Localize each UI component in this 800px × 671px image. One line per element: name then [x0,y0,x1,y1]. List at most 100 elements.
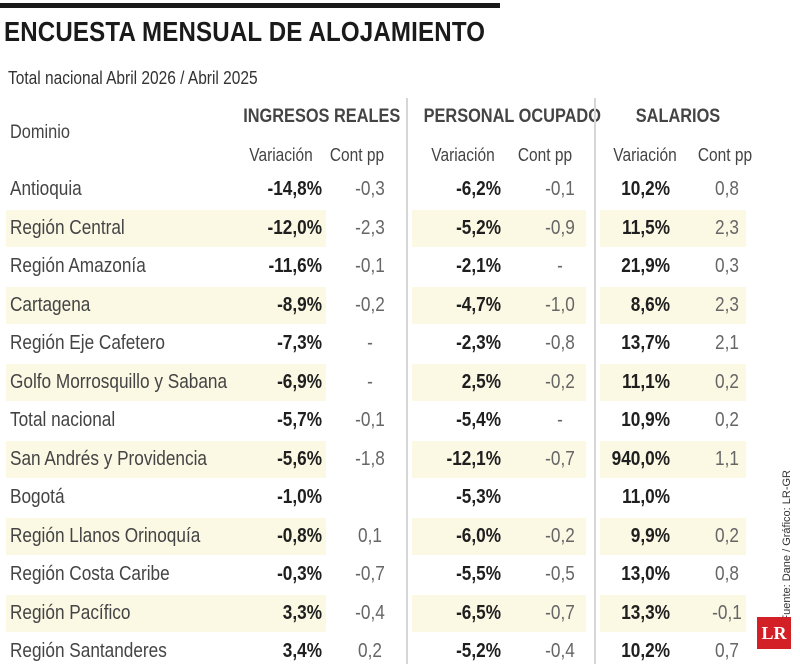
domain-cell: Región Pacífico [10,601,131,624]
salarios-variacion-cell: 13,0% [621,563,670,585]
row-shading [600,286,746,324]
salarios-cont-cell: 0,2 [715,370,739,393]
ingresos-variacion-cell: -11,6% [268,255,322,277]
salarios-cont-cell: -0,1 [712,601,742,624]
personal-variacion-cell: -5,2% [456,640,501,662]
personal-variacion-cell: -2,1% [456,255,501,277]
ingresos-cont-cell: -0,2 [355,293,385,316]
ingresos-cont-cell: - [367,370,373,393]
ingresos-variacion-cell: -5,7% [277,409,322,431]
personal-cont-cell: -0,9 [545,216,575,239]
ingresos-cont-cell: - [367,332,373,354]
subheader-personal-cont: Cont pp [517,145,573,165]
personal-cont-cell: -0,8 [545,332,575,354]
ingresos-variacion-cell: -8,9% [277,293,322,316]
row-shading [412,209,586,247]
domain-cell: Total nacional [10,409,116,431]
personal-cont-cell: -0,7 [545,447,575,470]
domain-cell: Región Llanos Orinoquía [10,524,201,547]
ingresos-cont-cell: 0,2 [358,640,382,662]
column-divider [594,98,596,664]
ingresos-variacion-cell: 3,4% [282,640,322,662]
ingresos-cont-cell: -0,1 [355,255,385,277]
row-shading [6,440,326,478]
domain-cell: Cartagena [10,293,91,316]
group-header-ingresos: INGRESOS REALES [243,106,401,127]
row-shading [412,363,586,401]
row-shading [600,440,746,478]
row-shading [412,440,586,478]
subheader-ingresos-cont: Cont pp [329,145,385,165]
column-divider [406,98,408,664]
ingresos-variacion-cell: -7,3% [277,332,322,354]
table-row: Región Eje Cafetero -7,3% - -2,3% -0,8 13,7% 2… [0,324,800,363]
personal-variacion-cell: -6,5% [456,601,501,624]
domain-cell: Antioquia [10,178,82,200]
row-shading [412,594,586,632]
salarios-variacion-cell: 13,7% [621,332,670,354]
table-row: Región Costa Caribe -0,3% -0,7 -5,5% -0,5 13,… [0,555,800,594]
personal-variacion-cell: -5,4% [456,409,501,431]
ingresos-variacion-cell: -5,6% [277,447,322,470]
domain-cell: San Andrés y Providencia [10,447,207,470]
personal-cont-cell: -0,2 [545,524,575,547]
source-note: Fuente: Dane / Gráfico: LR-GR [781,470,793,622]
row-shading [600,594,746,632]
salarios-variacion-cell: 11,5% [622,216,670,239]
domain-cell: Región Amazonía [10,255,146,277]
row-shading [6,363,326,401]
domain-cell: Región Eje Cafetero [10,332,165,354]
table-row: Región Santanderes 3,4% 0,2 -5,2% -0,4 10,2% 0… [0,632,800,671]
salarios-cont-cell: 0,8 [715,178,739,200]
table-row: Región Pacífico 3,3% -0,4 -6,5% -0,7 13,3% -0,… [0,594,800,633]
ingresos-variacion-cell: -12,0% [267,216,322,239]
row-shading [600,517,746,555]
row-shading [412,517,586,555]
personal-variacion-cell: -6,0% [456,524,501,547]
salarios-variacion-cell: 10,2% [621,178,670,200]
domain-cell: Bogotá [10,486,65,508]
salarios-cont-cell: 2,3 [715,293,739,316]
data-table: Antioquia -14,8% -0,3 -6,2% -0,1 10,2% 0,8 Regi… [0,170,800,671]
salarios-variacion-cell: 10,2% [621,640,670,662]
page-title: ENCUESTA MENSUAL DE ALOJAMIENTO [4,16,486,47]
salarios-cont-cell: 0,2 [715,524,739,547]
personal-variacion-cell: -6,2% [456,178,501,200]
personal-variacion-cell: -5,5% [456,563,501,585]
column-header-domain: Dominio [10,122,70,143]
salarios-variacion-cell: 8,6% [630,293,670,316]
ingresos-variacion-cell: -1,0% [277,486,322,508]
personal-variacion-cell: -12,1% [446,447,501,470]
personal-cont-cell: -0,2 [545,370,575,393]
salarios-variacion-cell: 11,0% [622,486,670,508]
page-subtitle: Total nacional Abril 2026 / Abril 2025 [8,68,258,88]
domain-cell: Región Central [10,216,125,239]
salarios-variacion-cell: 9,9% [630,524,670,547]
salarios-cont-cell: 0,7 [715,640,739,662]
row-shading [6,286,326,324]
ingresos-cont-cell: -0,1 [355,409,385,431]
row-shading [600,363,746,401]
table-row: San Andrés y Providencia -5,6% -1,8 -12,1% -… [0,440,800,479]
salarios-cont-cell: 1,1 [715,447,739,470]
subheader-salarios-cont: Cont pp [697,145,753,165]
ingresos-cont-cell: -0,3 [355,178,385,200]
domain-cell: Región Santanderes [10,640,167,662]
personal-cont-cell: -0,5 [545,563,575,585]
row-shading [412,286,586,324]
table-row: Región Amazonía -11,6% -0,1 -2,1% - 21,9% 0,3 [0,247,800,286]
subheader-salarios-variacion: Variación [613,145,677,165]
personal-variacion-cell: -5,2% [456,216,501,239]
subheader-ingresos-variacion: Variación [249,145,313,165]
ingresos-variacion-cell: -14,8% [267,178,322,200]
salarios-variacion-cell: 11,1% [622,370,670,393]
domain-cell: Región Costa Caribe [10,563,170,585]
row-shading [6,594,326,632]
group-header-salarios: SALARIOS [635,106,721,127]
personal-variacion-cell: -2,3% [456,332,501,354]
domain-cell: Golfo Morrosquillo y Sabana [10,370,228,393]
salarios-variacion-cell: 940,0% [611,447,670,470]
salarios-cont-cell: 0,3 [715,255,739,277]
table-row: Bogotá -1,0% -5,3% 11,0% [0,478,800,517]
row-shading [6,517,326,555]
